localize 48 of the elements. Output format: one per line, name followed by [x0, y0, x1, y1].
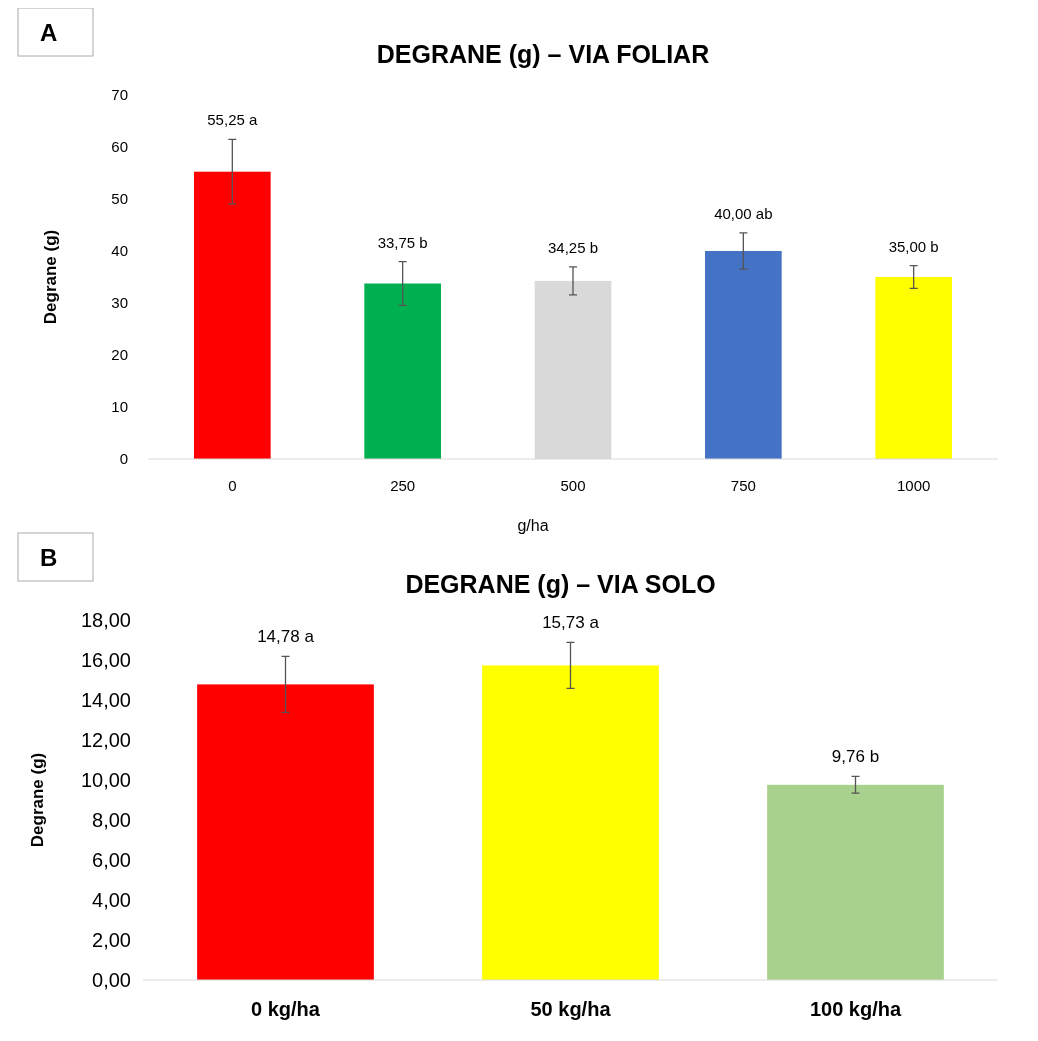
bar: [875, 277, 953, 459]
data-label: 33,75 b: [377, 233, 428, 251]
y-tick-label: 30: [111, 294, 128, 312]
y-tick-label: 18,00: [80, 609, 131, 631]
x-tick-label: 750: [730, 477, 756, 494]
data-label: 9,76 b: [831, 747, 880, 767]
y-axis-title: Degrane (g): [41, 229, 60, 325]
y-tick-label: 20: [111, 346, 128, 364]
x-tick-label: 50 kg/ha: [530, 998, 612, 1020]
y-tick-label: 8,00: [92, 809, 131, 831]
y-tick-label: 2,00: [92, 929, 131, 951]
data-label: 55,25 a: [207, 111, 258, 129]
chart-title: DEGRANE (g) – VIA SOLO: [405, 570, 716, 598]
data-label: 35,00 b: [888, 237, 939, 255]
y-tick-label: 6,00: [92, 849, 131, 871]
x-axis-title: g/ha: [517, 517, 549, 534]
text: B: [40, 544, 58, 571]
bar: [193, 171, 271, 459]
y-tick-label: 16,00: [80, 649, 131, 671]
x-tick-label: 250: [390, 477, 416, 494]
x-tick-label: 500: [560, 477, 586, 494]
x-tick-label: 0: [228, 477, 237, 494]
chart-title: DEGRANE (g) – VIA FOLIAR: [376, 40, 710, 68]
y-tick-label: 12,00: [80, 729, 131, 751]
bar: [482, 665, 659, 980]
y-tick-label: 60: [111, 138, 128, 156]
data-label: 34,25 b: [547, 238, 599, 256]
y-tick-label: 70: [111, 86, 128, 104]
data-label: 15,73 a: [542, 613, 600, 633]
y-tick-label: 50: [111, 190, 128, 208]
y-tick-label: 4,00: [92, 889, 131, 911]
y-tick-label: 0: [119, 450, 128, 468]
x-tick-label: 0 kg/ha: [251, 998, 321, 1020]
bar: [197, 684, 374, 980]
y-tick-label: 40: [111, 242, 128, 260]
data-label: 40,00 ab: [714, 204, 773, 222]
y-axis-title: Degrane (g): [28, 752, 47, 848]
y-tick-label: 10,00: [80, 769, 131, 791]
text: A: [40, 19, 58, 46]
bar: [364, 283, 441, 459]
x-tick-label: 1000: [896, 477, 931, 494]
y-tick-label: 0,00: [92, 969, 131, 991]
bar: [767, 784, 944, 980]
y-tick-label: 14,00: [80, 689, 131, 711]
data-label: 14,78 a: [257, 627, 315, 647]
bar: [705, 251, 782, 459]
x-tick-label: 100 kg/ha: [809, 998, 902, 1020]
y-tick-label: 10: [111, 398, 128, 416]
